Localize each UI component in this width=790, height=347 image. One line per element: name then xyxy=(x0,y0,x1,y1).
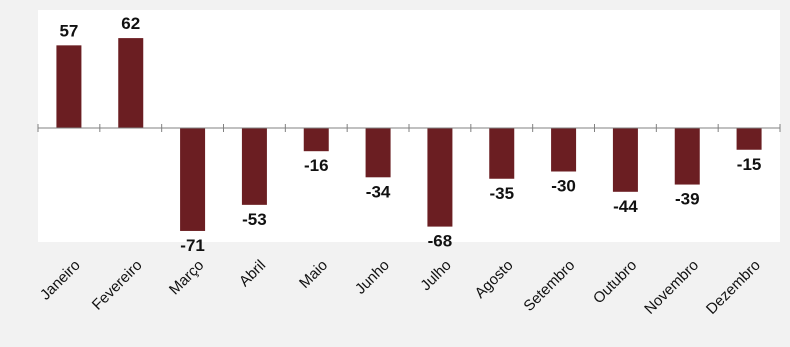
bars-group xyxy=(56,38,762,231)
category-label-julho: Julho xyxy=(417,257,454,294)
data-label-junho: -34 xyxy=(366,182,391,201)
bar-novembro xyxy=(674,128,700,185)
bar-janeiro xyxy=(56,45,82,128)
data-label-setembro: -30 xyxy=(551,177,576,196)
category-label-novembro: Novembro xyxy=(641,257,702,318)
data-label-outubro: -44 xyxy=(613,197,638,216)
category-label-junho: Junho xyxy=(352,257,393,298)
bar-abril xyxy=(241,128,267,205)
bar-agosto xyxy=(489,128,515,179)
bar-junho xyxy=(365,128,391,178)
category-label-janeiro: Janeiro xyxy=(37,257,84,304)
category-label-maio: Maio xyxy=(296,257,331,292)
bar-março xyxy=(180,128,206,231)
bar-dezembro xyxy=(736,128,762,150)
data-labels-group: 57 62 -71 -53 -16 -34 -68 -35 -30 -44 -39 -15 xyxy=(59,14,761,255)
bar-setembro xyxy=(551,128,577,172)
category-label-outubro: Outubro xyxy=(590,257,640,307)
bar-julho xyxy=(427,128,453,227)
category-label-agosto: Agosto xyxy=(472,257,517,302)
category-label-setembro: Setembro xyxy=(520,257,578,315)
bar-fevereiro xyxy=(118,38,144,128)
bar-maio xyxy=(303,128,329,152)
bar-outubro xyxy=(612,128,638,192)
axis-ticks-group xyxy=(37,124,781,132)
data-label-julho: -68 xyxy=(428,232,453,251)
category-label-março: Março xyxy=(166,257,207,298)
data-label-dezembro: -15 xyxy=(737,155,762,174)
category-label-abril: Abril xyxy=(236,257,269,290)
data-label-novembro: -39 xyxy=(675,190,700,209)
data-label-maio: -16 xyxy=(304,156,329,175)
category-label-dezembro: Dezembro xyxy=(703,257,764,318)
data-label-março: -71 xyxy=(180,236,205,255)
data-label-abril: -53 xyxy=(242,210,267,229)
data-label-janeiro: 57 xyxy=(59,21,78,40)
category-label-fevereiro: Fevereiro xyxy=(89,257,146,314)
category-labels-group: Janeiro Fevereiro Março Abril Maio Junho Julho… xyxy=(37,257,764,318)
data-label-fevereiro: 62 xyxy=(121,14,140,33)
data-label-agosto: -35 xyxy=(489,184,514,203)
